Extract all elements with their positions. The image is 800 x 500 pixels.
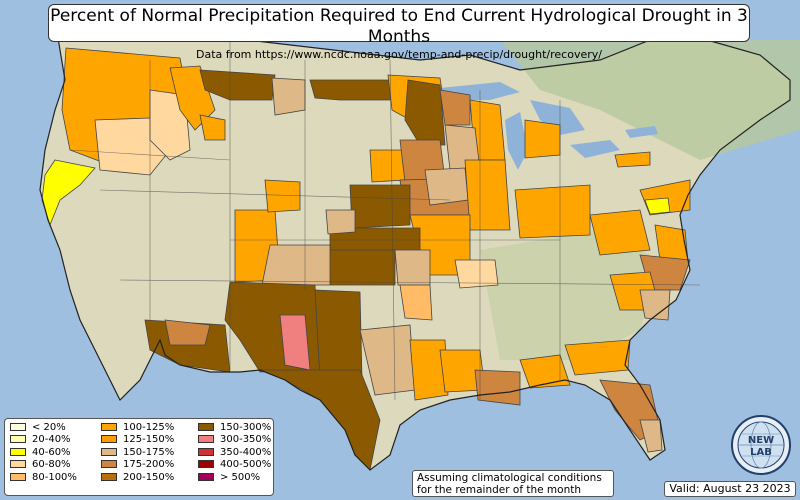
legend-column-3: 150-300% 300-350% 350-400% 400-500% > 50… — [198, 422, 271, 484]
legend-label: 150-175% — [123, 446, 175, 458]
legend-item: 300-350% — [198, 434, 271, 446]
legend-item: 200-150% — [101, 472, 174, 484]
note-line-2: for the remainder of the month — [417, 484, 582, 496]
legend-column-1: < 20% 20-40% 40-60% 60-80% 80-100% — [10, 422, 77, 484]
legend-item: 20-40% — [10, 434, 77, 446]
legend-item: 400-500% — [198, 459, 271, 471]
legend-item: 80-100% — [10, 472, 77, 484]
legend-swatch — [101, 447, 117, 456]
legend-label: < 20% — [32, 422, 66, 433]
globe-logo-icon: NEW LAB — [731, 415, 791, 475]
legend-item: 350-400% — [198, 447, 271, 459]
legend-swatch — [198, 423, 214, 431]
legend-swatch — [101, 435, 117, 444]
legend-label: 175-200% — [123, 459, 175, 471]
legend-swatch — [10, 447, 26, 456]
legend-swatch — [10, 460, 26, 469]
legend-item: > 500% — [198, 472, 271, 484]
legend-label: 100-125% — [123, 422, 175, 433]
legend-label: 300-350% — [220, 434, 272, 446]
legend-item: 150-300% — [198, 422, 271, 434]
legend-item: < 20% — [10, 422, 77, 434]
legend-column-2: 100-125% 125-150% 150-175% 175-200% 200-… — [101, 422, 174, 484]
legend-item: 175-200% — [101, 459, 174, 471]
legend-item: 125-150% — [101, 434, 174, 446]
legend-label: 40-60% — [32, 446, 71, 458]
title-box: Percent of Normal Precipitation Required… — [48, 4, 750, 61]
map-subtitle: Data from https://www.ncdc.noaa.gov/temp… — [196, 48, 602, 61]
note-line-1: Assuming climatological conditions — [417, 472, 602, 484]
legend-swatch — [101, 460, 117, 469]
legend-swatch — [101, 472, 117, 481]
legend-swatch — [10, 472, 26, 481]
legend-swatch — [198, 435, 214, 444]
legend-label: 400-500% — [220, 459, 272, 471]
legend-swatch — [198, 472, 214, 481]
assumption-note: Assuming climatological conditions for t… — [412, 470, 614, 497]
legend-label: 60-80% — [32, 459, 71, 471]
legend-item: 60-80% — [10, 459, 77, 471]
great-lakes — [440, 82, 658, 170]
legend-label: > 500% — [220, 471, 261, 483]
legend-swatch — [198, 460, 214, 469]
drought-regions — [41, 47, 691, 471]
legend-label: 80-100% — [32, 471, 77, 483]
legend-label: 20-40% — [32, 434, 71, 446]
legend: < 20% 20-40% 40-60% 60-80% 80-100% 100-1… — [4, 418, 274, 496]
legend-swatch — [101, 423, 117, 431]
coastline — [39, 37, 791, 471]
map-title: Percent of Normal Precipitation Required… — [50, 6, 748, 47]
legend-label: 350-400% — [220, 446, 272, 458]
legend-item: 150-175% — [101, 447, 174, 459]
logo-text-bottom: LAB — [750, 447, 772, 458]
legend-label: 150-300% — [220, 422, 272, 433]
logo-text-top: NEW — [748, 435, 774, 446]
legend-label: 125-150% — [123, 434, 175, 446]
legend-item: 40-60% — [10, 447, 77, 459]
valid-date: Valid: August 23 2023 — [664, 481, 796, 497]
state-borders — [69, 38, 701, 401]
legend-swatch — [198, 447, 214, 456]
legend-swatch — [10, 435, 26, 444]
legend-label: 200-150% — [123, 471, 175, 483]
legend-swatch — [10, 423, 26, 431]
legend-item: 100-125% — [101, 422, 174, 434]
